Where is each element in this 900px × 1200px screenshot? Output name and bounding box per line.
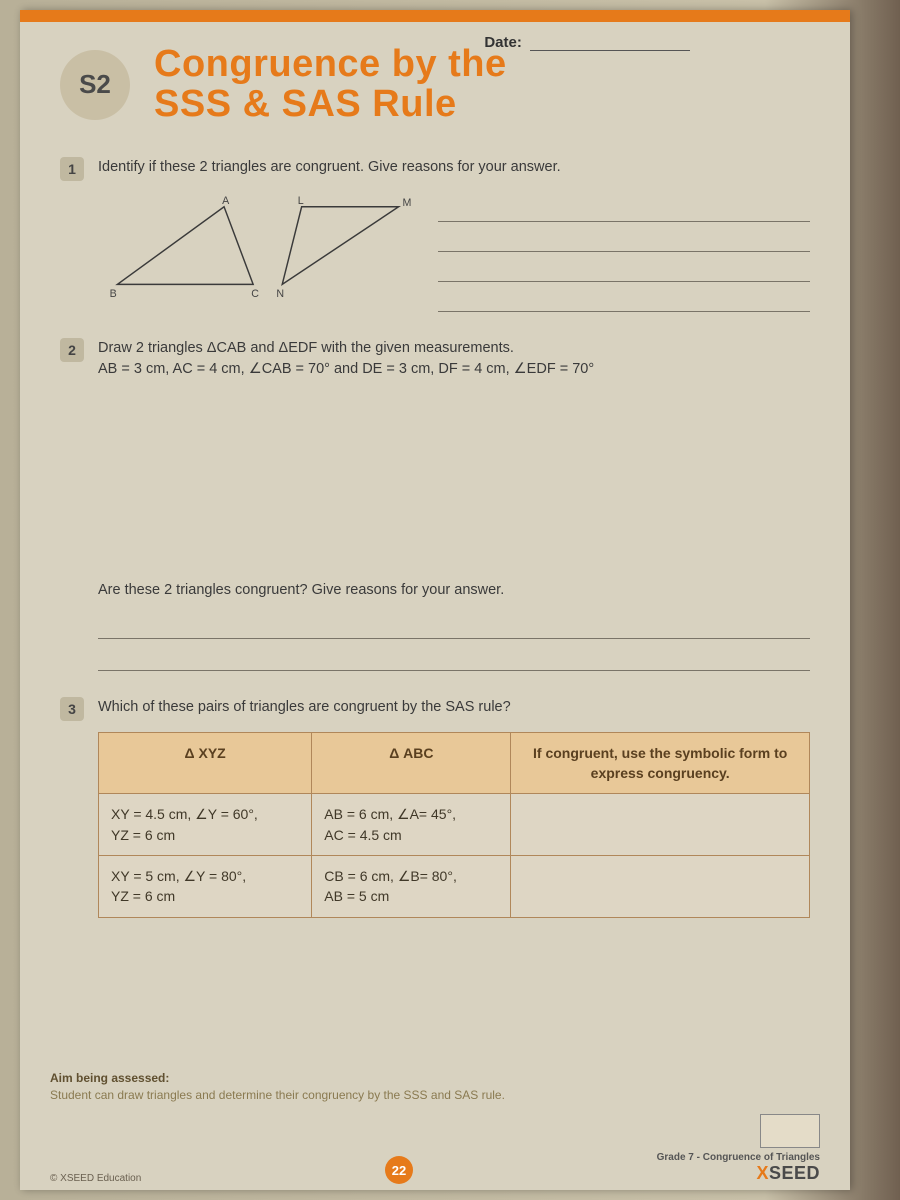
question-number: 3: [60, 697, 84, 721]
col-header-xyz: Δ XYZ: [99, 732, 312, 794]
vertex-label-l: L: [298, 195, 304, 207]
aim-title: Aim being assessed:: [50, 1071, 169, 1085]
vertex-label-m: M: [402, 197, 411, 209]
question-2: 2 Draw 2 triangles ΔCAB and ΔEDF with th…: [60, 338, 810, 601]
aim-box: Aim being assessed: Student can draw tri…: [50, 1070, 820, 1104]
title-line-2: SSS & SAS Rule: [154, 83, 457, 125]
q1-figure-area: A B C L M N: [98, 188, 810, 316]
question-number: 1: [60, 157, 84, 181]
copyright: © XSEED Education: [50, 1173, 141, 1184]
content-area: 1 Identify if these 2 triangles are cong…: [20, 133, 850, 918]
date-blank-line[interactable]: [530, 50, 690, 51]
answer-line[interactable]: [98, 611, 810, 639]
vertex-label-b: B: [110, 288, 117, 300]
triangle-lmn: [282, 207, 398, 285]
sub-question-text: Are these 2 triangles congruent? Give re…: [98, 580, 810, 601]
col-header-answer: If congruent, use the symbolic form to e…: [511, 732, 810, 794]
triangles-diagram: A B C L M N: [98, 188, 418, 308]
worksheet-page: Date: S2 Congruence by the SSS & SAS Rul…: [20, 10, 850, 1190]
page-number: 22: [385, 1156, 413, 1184]
q1-answer-lines[interactable]: [438, 188, 810, 316]
title-line-1: Congruence by the: [154, 43, 507, 85]
score-box[interactable]: [760, 1114, 820, 1148]
question-text: Which of these pairs of triangles are co…: [98, 697, 810, 718]
section-badge: S2: [60, 50, 130, 120]
col-header-abc: Δ ABC: [312, 732, 511, 794]
table-header-row: Δ XYZ Δ ABC If congruent, use the symbol…: [99, 732, 810, 794]
vertex-label-a: A: [222, 195, 230, 207]
question-3: 3 Which of these pairs of triangles are …: [60, 697, 810, 918]
cell-answer[interactable]: [511, 794, 810, 856]
cell-abc: AB = 6 cm, ∠A= 45°, AC = 4.5 cm: [312, 794, 511, 856]
question-text: Draw 2 triangles ΔCAB and ΔEDF with the …: [98, 338, 810, 359]
footer: Aim being assessed: Student can draw tri…: [20, 1060, 850, 1190]
drawing-workspace[interactable]: [98, 380, 810, 580]
answer-line[interactable]: [98, 643, 810, 671]
brand-column: Grade 7 - Congruence of Triangles XSEED: [657, 1114, 820, 1184]
question-body: Identify if these 2 triangles are congru…: [98, 157, 810, 316]
answer-line[interactable]: [438, 196, 810, 222]
q2-answer-lines[interactable]: [98, 611, 810, 671]
footer-row: © XSEED Education 22 Grade 7 - Congruenc…: [50, 1114, 820, 1184]
vertex-label-c: C: [251, 288, 259, 300]
table-row: XY = 4.5 cm, ∠Y = 60°, YZ = 6 cm AB = 6 …: [99, 794, 810, 856]
cell-xyz: XY = 4.5 cm, ∠Y = 60°, YZ = 6 cm: [99, 794, 312, 856]
cell-xyz: XY = 5 cm, ∠Y = 80°, YZ = 6 cm: [99, 856, 312, 918]
grade-text: Grade 7 - Congruence of Triangles: [657, 1152, 820, 1163]
triangle-abc: [117, 207, 253, 285]
question-body: Draw 2 triangles ΔCAB and ΔEDF with the …: [98, 338, 810, 601]
question-measurements: AB = 3 cm, AC = 4 cm, ∠CAB = 70° and DE …: [98, 359, 810, 380]
page-title: Congruence by the SSS & SAS Rule: [154, 45, 507, 125]
cell-answer[interactable]: [511, 856, 810, 918]
cell-abc: CB = 6 cm, ∠B= 80°, AB = 5 cm: [312, 856, 511, 918]
table-row: XY = 5 cm, ∠Y = 80°, YZ = 6 cm CB = 6 cm…: [99, 856, 810, 918]
congruence-table: Δ XYZ Δ ABC If congruent, use the symbol…: [98, 732, 810, 918]
answer-line[interactable]: [438, 256, 810, 282]
question-text: Identify if these 2 triangles are congru…: [98, 157, 810, 178]
header: Date: S2 Congruence by the SSS & SAS Rul…: [20, 22, 850, 133]
answer-line[interactable]: [438, 286, 810, 312]
top-accent-bar: [20, 10, 850, 22]
question-body: Which of these pairs of triangles are co…: [98, 697, 810, 918]
answer-line[interactable]: [438, 226, 810, 252]
vertex-label-n: N: [276, 288, 284, 300]
question-1: 1 Identify if these 2 triangles are cong…: [60, 157, 810, 316]
title-row: S2 Congruence by the SSS & SAS Rule: [60, 45, 810, 125]
brand-logo: XSEED: [657, 1163, 820, 1184]
aim-text: Student can draw triangles and determine…: [50, 1088, 505, 1102]
question-number: 2: [60, 338, 84, 362]
